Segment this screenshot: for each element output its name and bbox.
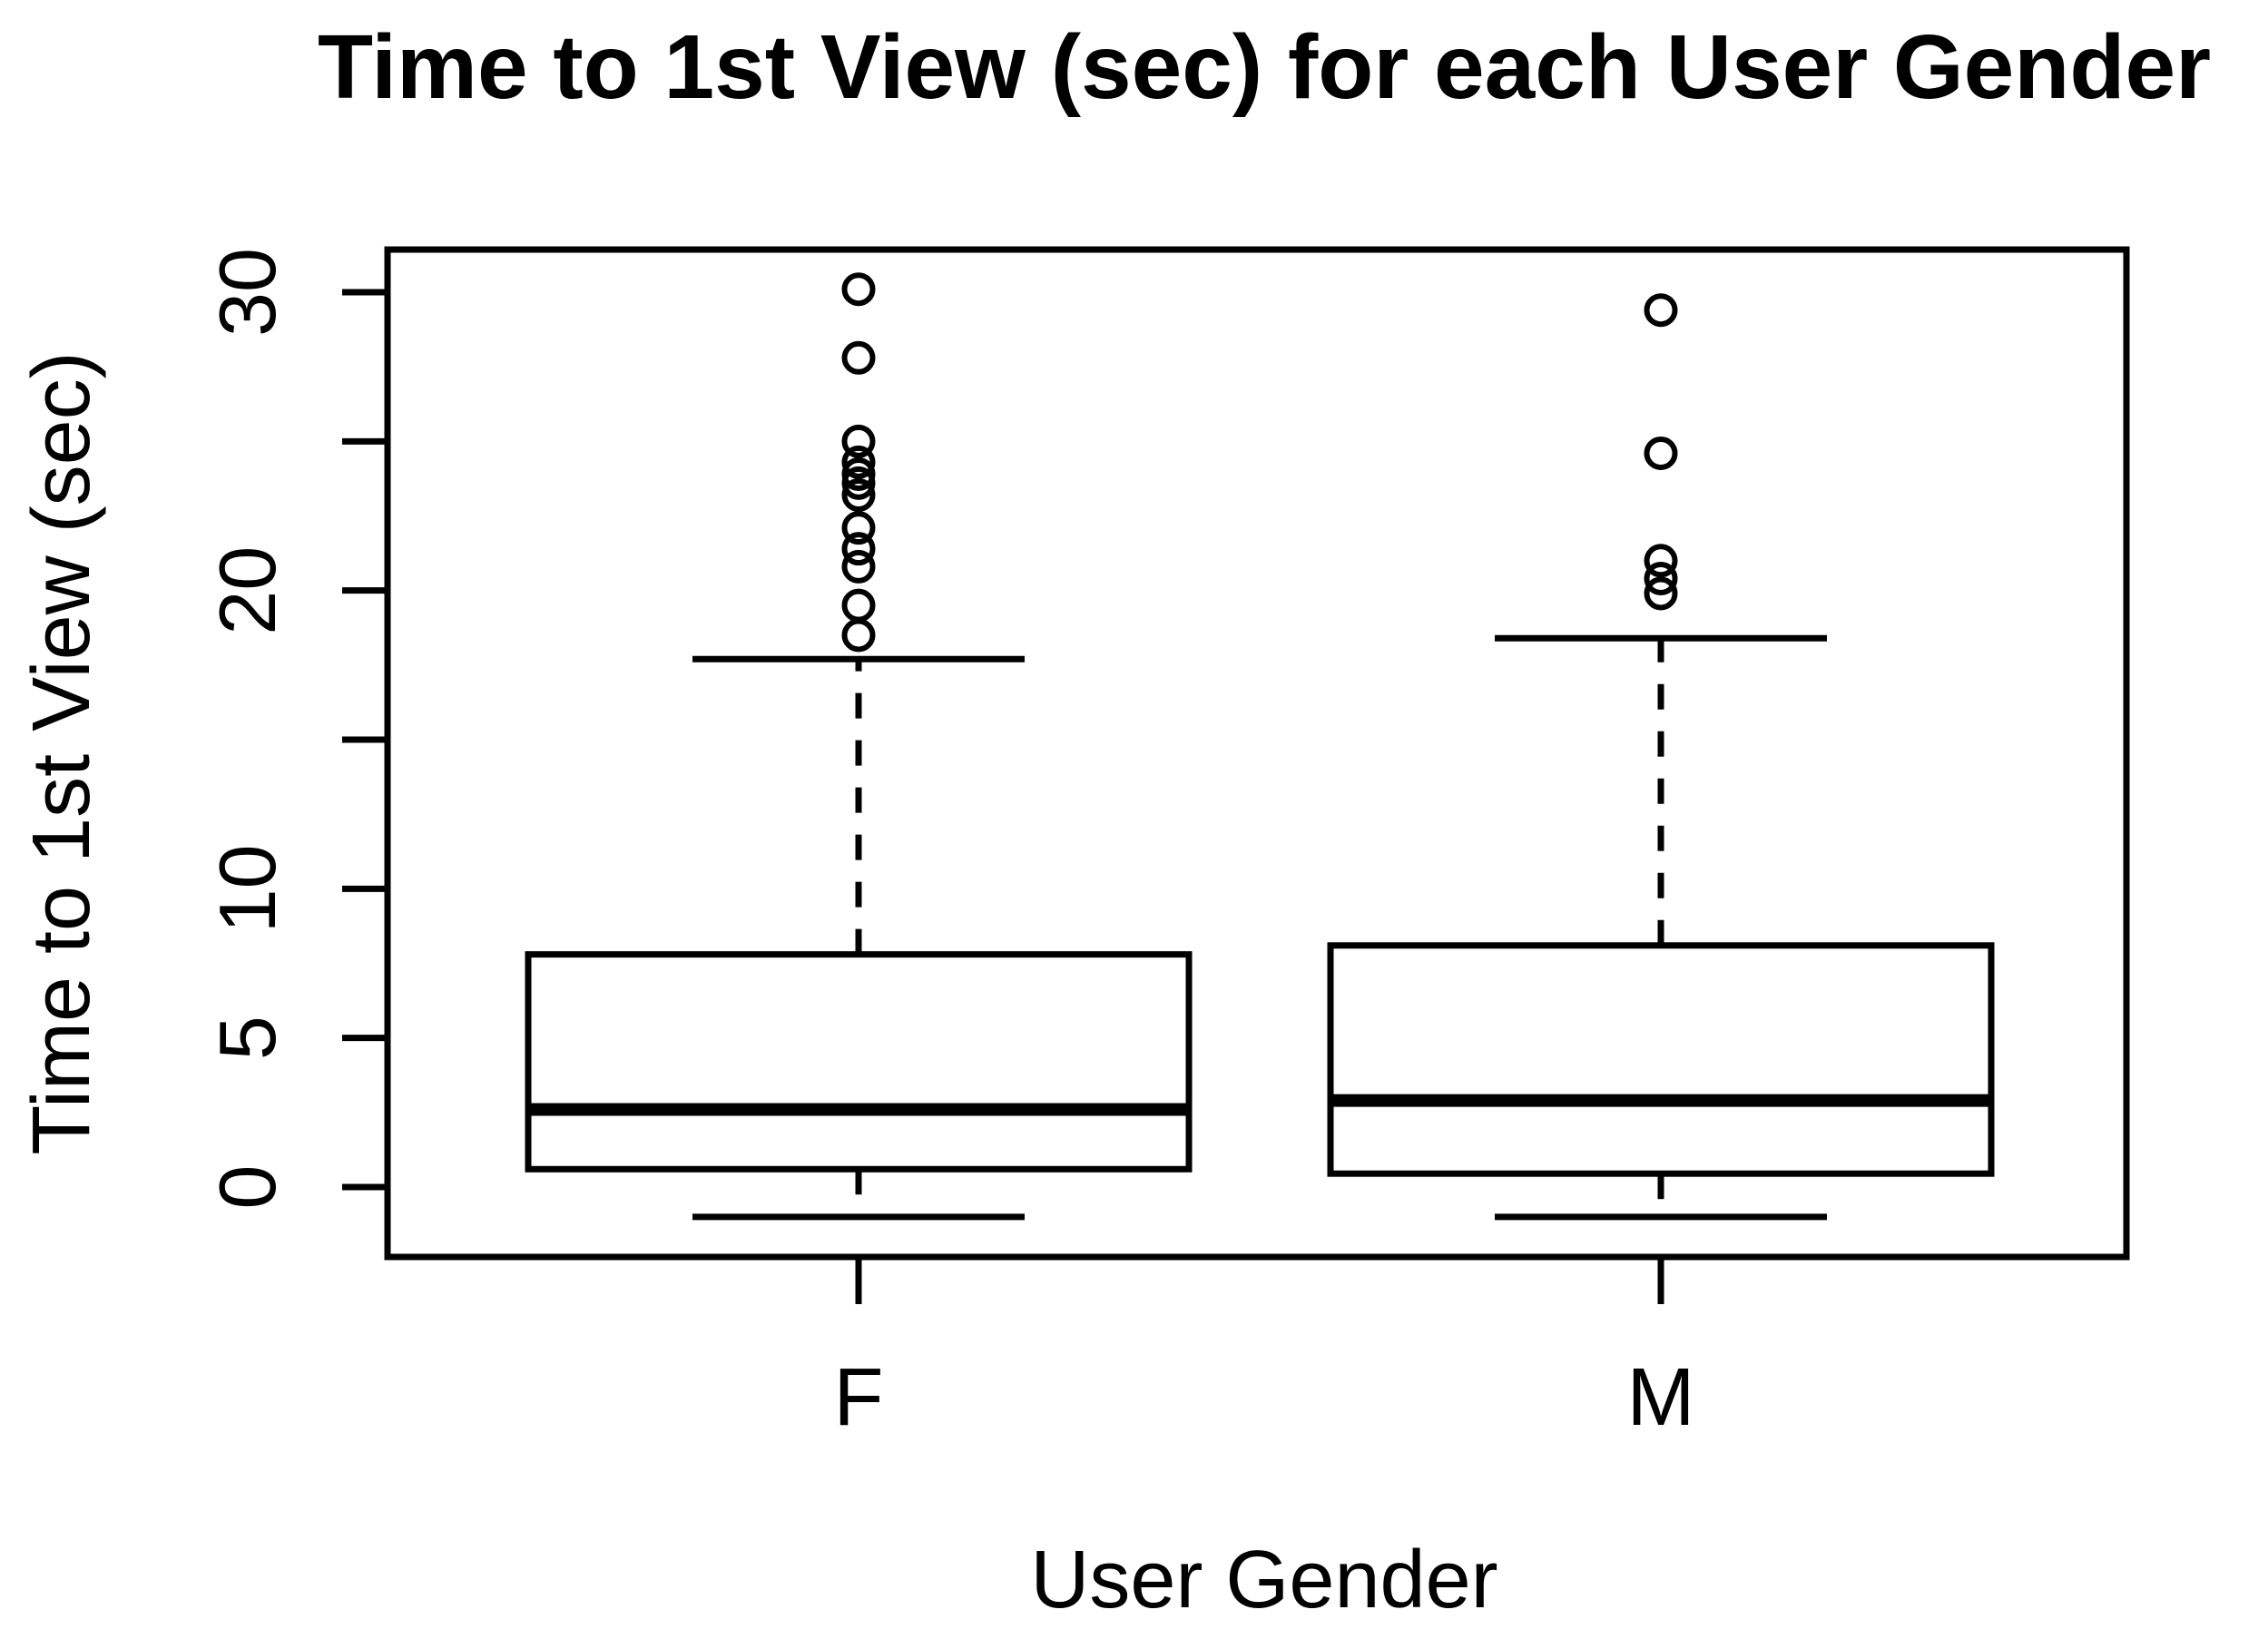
- outlier-point: [841, 549, 876, 584]
- outlier-point: [1644, 293, 1678, 328]
- outlier-point: [841, 618, 876, 653]
- chart-title: Time to 1st View (sec) for each User Gen…: [318, 16, 2211, 118]
- iqr-box: [1327, 942, 1995, 1177]
- category-label: M: [1627, 1352, 1695, 1443]
- y-tick-label: 5: [202, 1016, 292, 1060]
- outlier-point: [841, 477, 876, 512]
- outlier-point: [841, 532, 876, 566]
- box-f: [525, 272, 1193, 1221]
- outlier-point: [841, 424, 876, 458]
- y-axis: 0 5 10 20 30: [202, 248, 388, 1209]
- outlier-point: [841, 511, 876, 545]
- category-label: F: [834, 1352, 884, 1443]
- y-tick-label: 10: [202, 844, 292, 933]
- outlier-point: [1644, 576, 1678, 611]
- outlier-point: [1644, 562, 1678, 596]
- outlier-point: [841, 588, 876, 623]
- outlier-point: [841, 445, 876, 479]
- box-m: [1327, 293, 1995, 1221]
- x-axis-label: User Gender: [1030, 1535, 1497, 1625]
- y-axis-label: Time to 1st View (sec): [16, 351, 107, 1154]
- y-tick-label: 20: [202, 546, 292, 635]
- outlier-point: [1644, 436, 1678, 470]
- outlier-point: [1644, 544, 1678, 578]
- y-tick-label: 30: [202, 248, 292, 337]
- y-tick-label: 0: [202, 1165, 292, 1210]
- outlier-point: [841, 456, 876, 491]
- box-group: [525, 272, 1995, 1221]
- outlier-point: [841, 272, 876, 307]
- outlier-point: [841, 340, 876, 375]
- iqr-box: [525, 951, 1193, 1173]
- plot-border: [384, 246, 2130, 1261]
